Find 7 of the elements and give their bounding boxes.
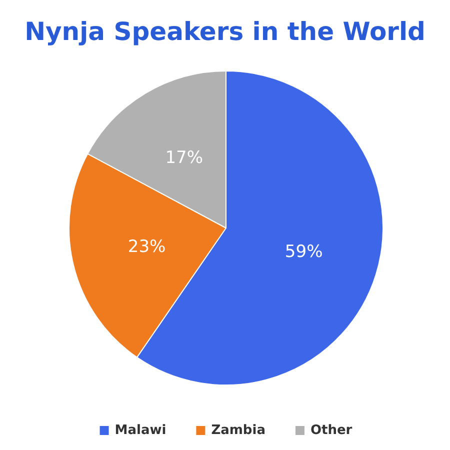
legend-label: Malawi [114, 423, 166, 438]
chart-title: Nynja Speakers in the World [24, 17, 426, 46]
data-label: 17% [165, 148, 204, 168]
legend-label: Zambia [211, 423, 266, 438]
legend-label: Other [310, 423, 353, 438]
data-label: 59% [284, 242, 323, 262]
data-label: 23% [128, 237, 166, 258]
